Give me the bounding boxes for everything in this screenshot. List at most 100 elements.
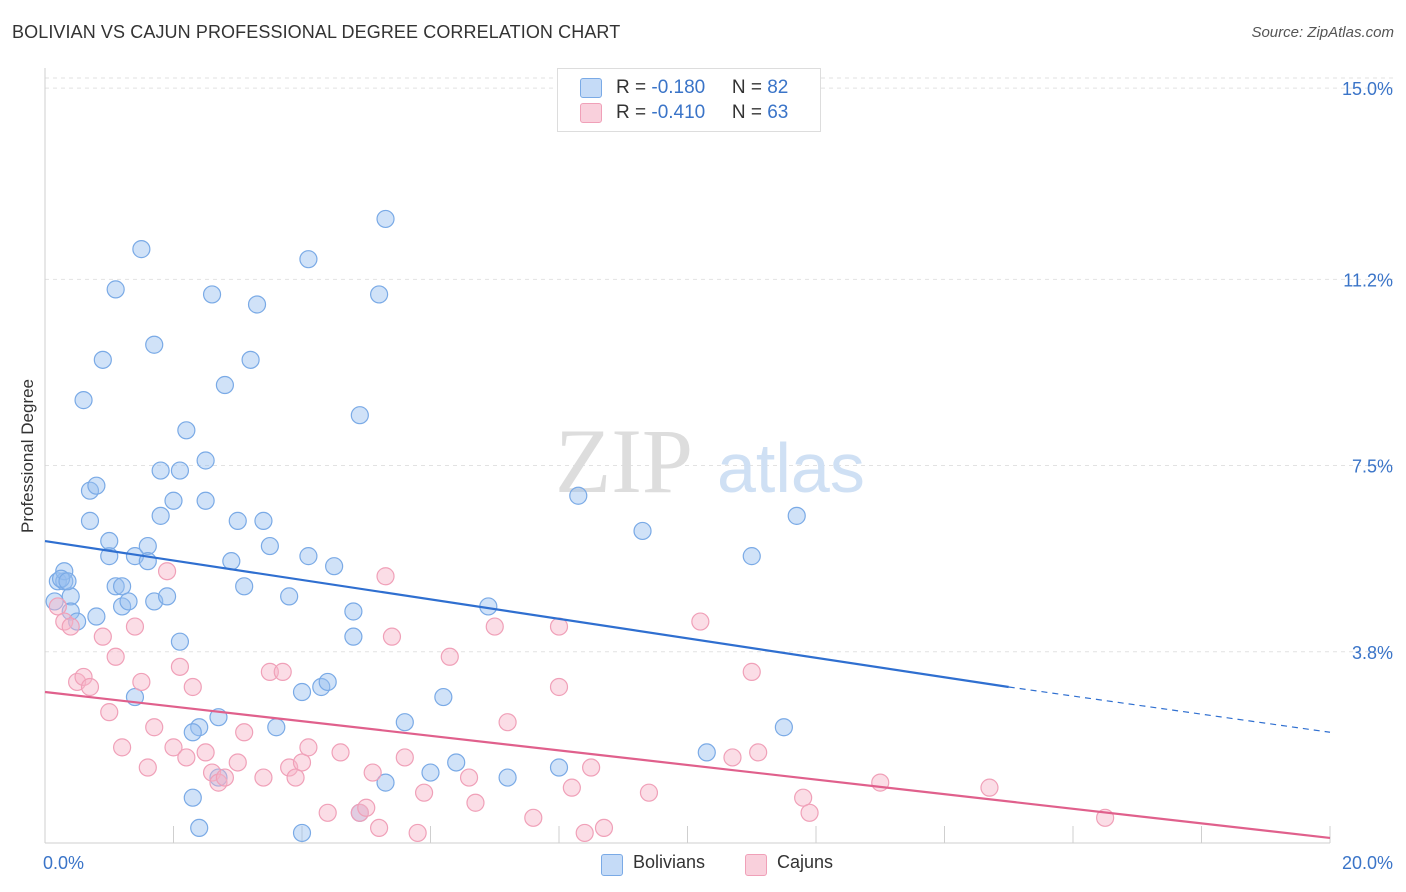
cajun-point — [286, 768, 305, 787]
cajun-point — [485, 617, 504, 636]
axes — [44, 68, 1331, 844]
bolivian-point — [145, 335, 164, 354]
cajun-point — [100, 703, 119, 722]
bolivian-point — [100, 531, 119, 551]
cajun-point — [639, 783, 659, 802]
cajun-point — [48, 597, 67, 616]
bolivian-point — [132, 240, 151, 259]
bolivian-point — [177, 421, 196, 440]
y-tick-label: 11.2% — [1343, 270, 1393, 290]
bolivian-point — [299, 547, 318, 566]
legend-n-label: N = — [731, 102, 768, 123]
bolivian-point — [447, 753, 466, 772]
bolivian-point — [170, 632, 190, 651]
bolivian-point — [395, 713, 414, 732]
cajun-point — [183, 677, 202, 697]
bolivian-point — [164, 491, 183, 510]
bolivian-point — [202, 285, 222, 304]
bolivian-point — [267, 718, 286, 737]
cajun-point — [157, 562, 177, 581]
bolivian-point — [183, 788, 202, 807]
x-tick-label: 0.0% — [43, 853, 84, 873]
bolivian-point — [48, 572, 67, 591]
bolivian-point — [196, 451, 215, 470]
cajun-point — [177, 748, 196, 767]
bolivians-legend-swatch — [601, 854, 623, 876]
bolivian-point — [633, 521, 652, 541]
y-tick-label: 15.0% — [1342, 79, 1393, 99]
cajun-point — [414, 783, 434, 802]
y-tick-label: 7.5% — [1352, 457, 1393, 477]
cajun-point — [299, 738, 318, 757]
bolivian-point — [106, 280, 125, 299]
legend-r-value: -0.180 — [651, 77, 706, 98]
bolivian-point — [376, 773, 395, 792]
bolivian-point — [254, 511, 273, 530]
cajun-point — [800, 803, 819, 822]
chart-title: BOLIVIAN VS CAJUN PROFESSIONAL DEGREE CO… — [12, 22, 621, 42]
cajun-point — [80, 677, 100, 697]
bolivians-swatch — [580, 78, 602, 98]
correlation-legend: R = -0.180 N = 82 R = -0.410 N = 63 — [557, 68, 821, 132]
cajuns-swatch — [580, 103, 602, 123]
bolivian-point — [93, 350, 112, 369]
bolivian-point — [241, 350, 260, 369]
bolivian-point — [74, 391, 93, 410]
bolivian-point — [45, 592, 64, 611]
cajun-point — [260, 662, 279, 681]
bolivian-point — [280, 587, 299, 606]
bolivian-point — [80, 511, 100, 530]
bolivian-point — [370, 285, 389, 304]
cajun-point — [61, 617, 80, 636]
bolivian-point — [376, 209, 395, 229]
bolivian-point — [292, 823, 312, 843]
bolivian-point — [157, 587, 177, 606]
cajun-point — [164, 738, 183, 757]
bolivian-point — [119, 592, 138, 611]
cajun-point — [125, 617, 145, 636]
cajuns-points — [48, 562, 1115, 843]
cajun-point — [318, 803, 337, 822]
legend-n-value: 63 — [767, 102, 789, 123]
bolivian-point — [215, 375, 234, 395]
cajun-point — [363, 763, 382, 782]
cajun-point — [582, 758, 601, 777]
bolivian-point — [58, 572, 77, 591]
cajun-point — [408, 823, 427, 843]
bolivians-legend-label: Bolivians — [633, 852, 706, 872]
cajun-point — [273, 662, 292, 681]
cajun-point — [382, 627, 402, 646]
cajun-point — [376, 567, 395, 586]
cajuns-legend-swatch — [745, 854, 767, 876]
bolivian-point — [87, 607, 106, 626]
cajun-point — [215, 768, 234, 787]
watermark: ZIP atlas — [555, 410, 865, 512]
bolivian-point — [151, 461, 170, 480]
cajun-point — [562, 778, 581, 797]
watermark-atlas: atlas — [717, 429, 865, 507]
cajun-point — [170, 657, 190, 676]
cajun-point — [498, 713, 517, 732]
bolivian-point — [774, 718, 793, 737]
bolivian-point — [742, 547, 761, 566]
cajun-point — [395, 748, 414, 767]
cajuns-trend-line — [44, 690, 1331, 840]
x-tick-label: 20.0% — [1342, 853, 1393, 873]
bolivian-point — [292, 682, 312, 702]
bolivian-point — [299, 250, 318, 269]
bolivian-point — [787, 506, 806, 525]
cajun-point — [331, 743, 350, 762]
cajun-point — [440, 647, 459, 666]
cajun-point — [459, 768, 479, 787]
tick-labels: 3.8% 7.5% 11.2% 15.0% 0.0% 20.0% — [43, 79, 1393, 873]
bolivian-point — [87, 476, 106, 495]
cajun-point — [132, 672, 151, 692]
source-label: Source: ZipAtlas.com — [1251, 24, 1394, 41]
bolivian-point — [183, 723, 202, 742]
cajun-point — [524, 808, 543, 827]
bolivian-point — [235, 577, 254, 596]
legend-n-label: N = — [731, 77, 768, 98]
cajun-point — [145, 718, 164, 737]
cajun-point — [138, 758, 157, 777]
bolivian-point — [498, 768, 517, 787]
